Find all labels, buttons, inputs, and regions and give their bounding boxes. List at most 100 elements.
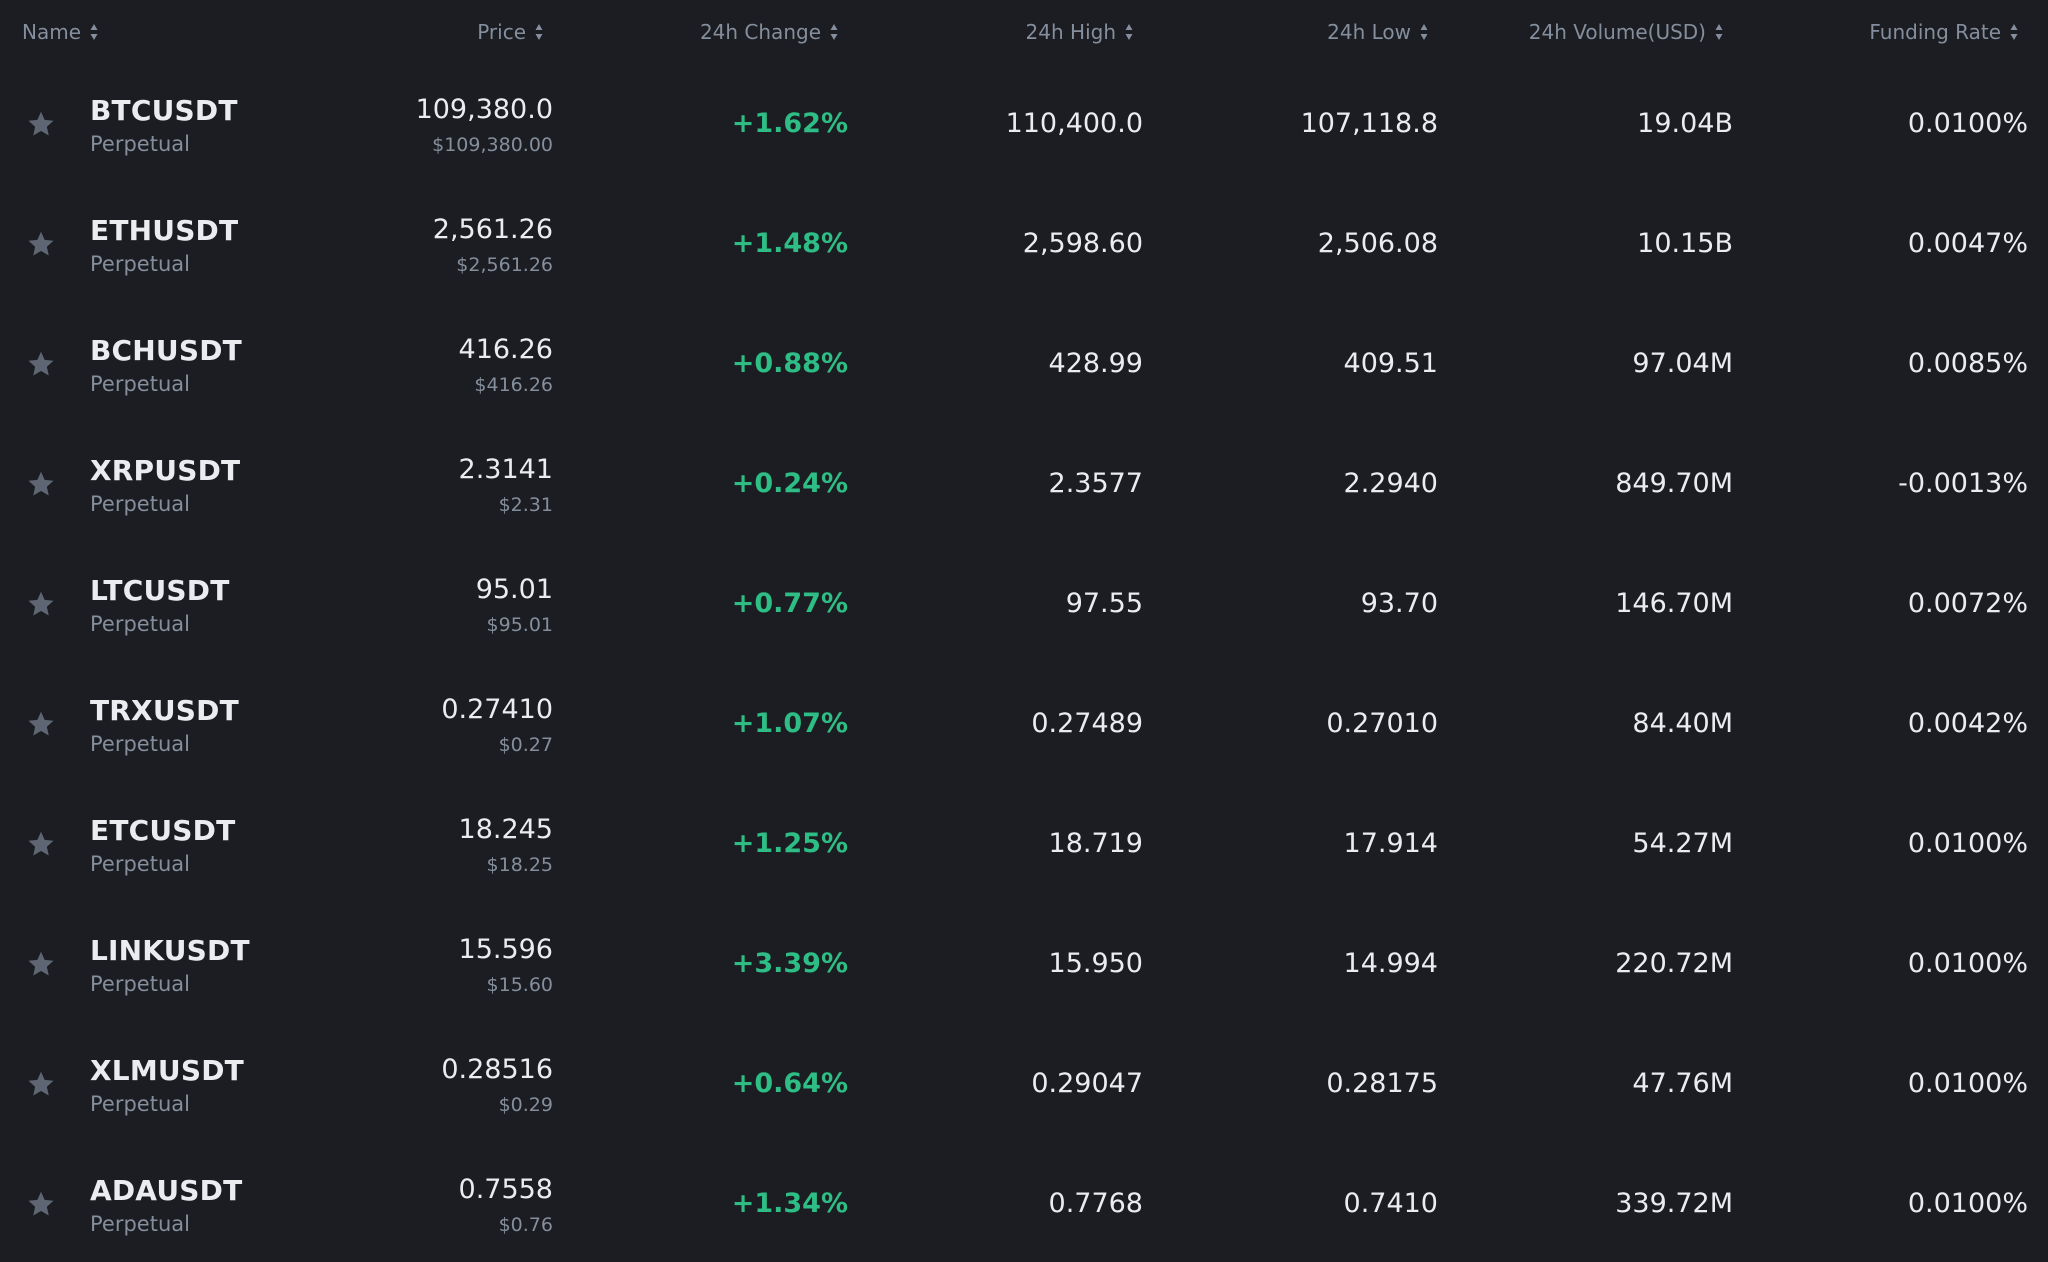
header-24h-volume-label: 24h Volume(USD): [1528, 20, 1706, 44]
contract-type: Perpetual: [90, 972, 190, 996]
contract-symbol[interactable]: TRXUSDT: [90, 694, 239, 727]
header-price-label: Price: [477, 20, 526, 44]
star-icon[interactable]: [26, 949, 56, 979]
header-24h-change[interactable]: 24h Change: [700, 18, 838, 46]
contract-symbol[interactable]: XLMUSDT: [90, 1054, 244, 1087]
table-row[interactable]: ETHUSDT Perpetual 2,561.26 $2,561.26 +1.…: [0, 192, 2048, 312]
contract-symbol[interactable]: LINKUSDT: [90, 934, 250, 967]
24h-change: +0.88%: [731, 348, 848, 379]
star-icon[interactable]: [26, 229, 56, 259]
price-usd: $0.76: [498, 1214, 553, 1236]
last-price: 2.3141: [458, 454, 553, 485]
contract-type: Perpetual: [90, 732, 190, 756]
contract-symbol[interactable]: LTCUSDT: [90, 574, 230, 607]
last-price: 0.27410: [441, 694, 553, 725]
24h-change: +3.39%: [731, 948, 848, 979]
price-usd: $15.60: [486, 974, 553, 996]
contract-symbol[interactable]: XRPUSDT: [90, 454, 241, 487]
header-funding-rate[interactable]: Funding Rate: [1869, 18, 2018, 46]
sort-icon: [1420, 22, 1428, 42]
price-usd: $18.25: [486, 854, 553, 876]
table-row[interactable]: TRXUSDT Perpetual 0.27410 $0.27 +1.07% 0…: [0, 672, 2048, 792]
star-icon[interactable]: [26, 349, 56, 379]
star-icon[interactable]: [26, 1069, 56, 1099]
contract-symbol[interactable]: BCHUSDT: [90, 334, 242, 367]
header-24h-change-label: 24h Change: [699, 20, 821, 44]
funding-rate: 0.0085%: [1907, 348, 2028, 379]
table-row[interactable]: LINKUSDT Perpetual 15.596 $15.60 +3.39% …: [0, 912, 2048, 1032]
price-usd: $109,380.00: [432, 134, 553, 156]
table-row[interactable]: XRPUSDT Perpetual 2.3141 $2.31 +0.24% 2.…: [0, 432, 2048, 552]
24h-low: 0.27010: [1326, 708, 1438, 739]
24h-low: 0.28175: [1326, 1068, 1438, 1099]
star-icon[interactable]: [26, 1189, 56, 1219]
24h-high: 428.99: [1048, 348, 1143, 379]
contract-type: Perpetual: [90, 1212, 190, 1236]
funding-rate: 0.0072%: [1907, 588, 2028, 619]
table-row[interactable]: BTCUSDT Perpetual 109,380.0 $109,380.00 …: [0, 72, 2048, 192]
contract-symbol[interactable]: ETHUSDT: [90, 214, 239, 247]
price-usd: $2.31: [498, 494, 553, 516]
header-24h-volume[interactable]: 24h Volume(USD): [1529, 18, 1723, 46]
header-name[interactable]: Name: [22, 18, 98, 46]
24h-change: +1.48%: [731, 228, 848, 259]
sort-icon: [830, 22, 838, 42]
24h-volume: 146.70M: [1615, 588, 1733, 619]
table-row[interactable]: ETCUSDT Perpetual 18.245 $18.25 +1.25% 1…: [0, 792, 2048, 912]
star-icon[interactable]: [26, 469, 56, 499]
24h-volume: 84.40M: [1632, 708, 1733, 739]
header-name-label: Name: [22, 20, 82, 44]
sort-icon: [90, 22, 98, 42]
24h-low: 14.994: [1343, 948, 1438, 979]
header-24h-high[interactable]: 24h High: [1026, 18, 1133, 46]
24h-high: 0.27489: [1031, 708, 1143, 739]
24h-high: 2,598.60: [1022, 228, 1143, 259]
price-usd: $416.26: [474, 374, 553, 396]
table-row[interactable]: LTCUSDT Perpetual 95.01 $95.01 +0.77% 97…: [0, 552, 2048, 672]
24h-change: +1.25%: [731, 828, 848, 859]
star-icon[interactable]: [26, 589, 56, 619]
last-price: 15.596: [458, 934, 553, 965]
24h-high: 18.719: [1048, 828, 1143, 859]
header-price[interactable]: Price: [477, 18, 543, 46]
header-24h-high-label: 24h High: [1025, 20, 1116, 44]
last-price: 18.245: [458, 814, 553, 845]
funding-rate: -0.0013%: [1898, 468, 2028, 499]
contract-symbol[interactable]: ETCUSDT: [90, 814, 236, 847]
24h-volume: 54.27M: [1632, 828, 1733, 859]
star-icon[interactable]: [26, 829, 56, 859]
contract-type: Perpetual: [90, 612, 190, 636]
24h-volume: 19.04B: [1637, 108, 1733, 139]
24h-volume: 47.76M: [1632, 1068, 1733, 1099]
24h-low: 107,118.8: [1300, 108, 1438, 139]
table-row[interactable]: XLMUSDT Perpetual 0.28516 $0.29 +0.64% 0…: [0, 1032, 2048, 1152]
24h-low: 0.7410: [1343, 1188, 1438, 1219]
star-icon[interactable]: [26, 709, 56, 739]
sort-icon: [1715, 22, 1723, 42]
funding-rate: 0.0100%: [1907, 1068, 2028, 1099]
24h-change: +1.62%: [731, 108, 848, 139]
24h-high: 15.950: [1048, 948, 1143, 979]
star-icon[interactable]: [26, 109, 56, 139]
table-header: Name Price 24h Change 24h High 24h Low 2…: [0, 0, 2048, 64]
contract-symbol[interactable]: ADAUSDT: [90, 1174, 243, 1207]
24h-high: 110,400.0: [1005, 108, 1143, 139]
contract-symbol[interactable]: BTCUSDT: [90, 94, 238, 127]
24h-volume: 10.15B: [1637, 228, 1733, 259]
sort-icon: [2010, 22, 2018, 42]
sort-icon: [1125, 22, 1133, 42]
funding-rate: 0.0100%: [1907, 828, 2028, 859]
funding-rate: 0.0100%: [1907, 108, 2028, 139]
24h-volume: 97.04M: [1632, 348, 1733, 379]
24h-volume: 849.70M: [1615, 468, 1733, 499]
contract-type: Perpetual: [90, 1092, 190, 1116]
funding-rate: 0.0047%: [1907, 228, 2028, 259]
header-24h-low[interactable]: 24h Low: [1327, 18, 1428, 46]
funding-rate: 0.0042%: [1907, 708, 2028, 739]
table-row[interactable]: ADAUSDT Perpetual 0.7558 $0.76 +1.34% 0.…: [0, 1152, 2048, 1262]
24h-change: +0.77%: [731, 588, 848, 619]
contract-type: Perpetual: [90, 372, 190, 396]
table-row[interactable]: BCHUSDT Perpetual 416.26 $416.26 +0.88% …: [0, 312, 2048, 432]
24h-change: +1.34%: [731, 1188, 848, 1219]
24h-low: 2.2940: [1343, 468, 1438, 499]
